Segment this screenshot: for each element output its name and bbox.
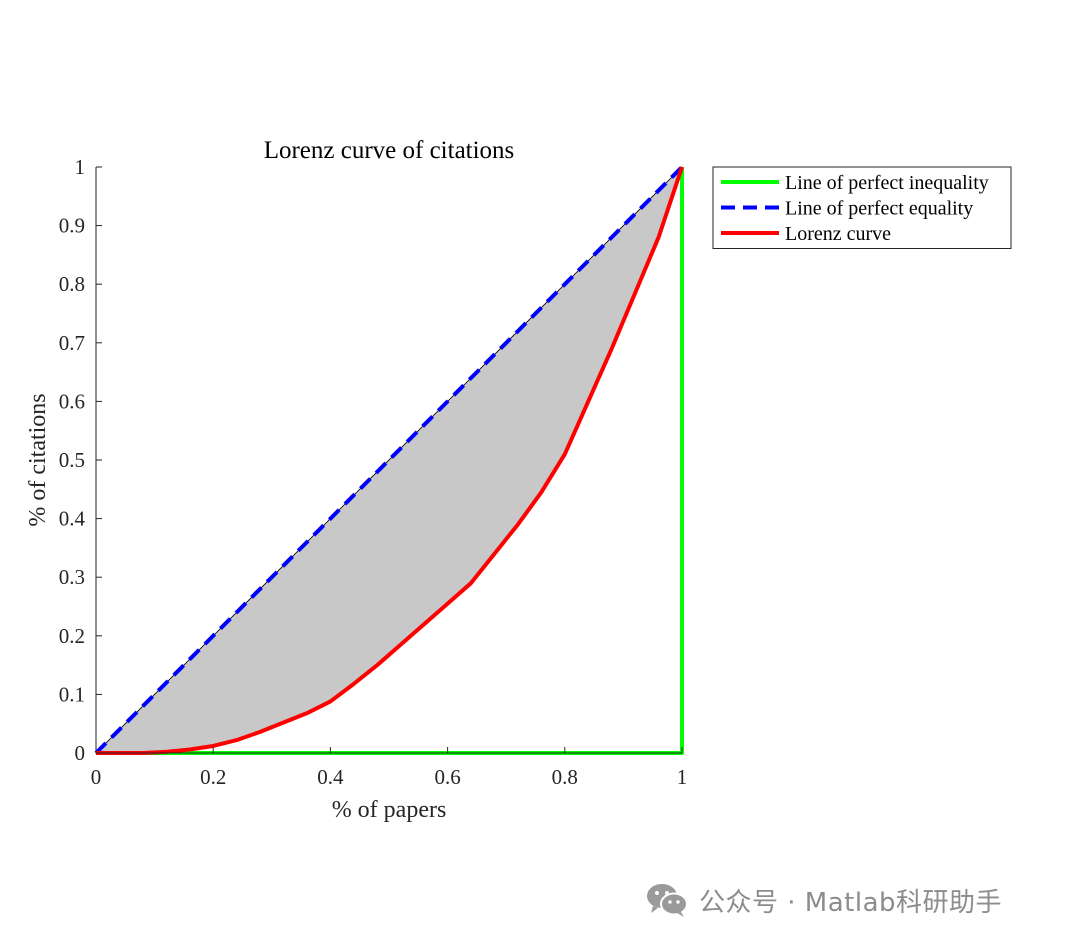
y-tick-label: 0 (75, 741, 86, 765)
watermark: 公众号 · Matlab科研助手 (645, 880, 1002, 920)
x-tick-label: 0 (91, 765, 102, 789)
y-tick-label: 0.8 (59, 272, 85, 296)
legend-label: Lorenz curve (785, 223, 891, 245)
wechat-icon (647, 884, 688, 917)
y-tick-label: 0.4 (59, 507, 86, 531)
y-tick-label: 1 (75, 155, 86, 179)
watermark-text: 公众号 · Matlab科研助手 (699, 887, 1003, 918)
x-tick-label: 1 (677, 765, 688, 789)
y-tick-label: 0.5 (59, 448, 85, 472)
plot-area (94, 165, 684, 755)
y-tick-label: 0.7 (59, 331, 85, 355)
legend: Line of perfect inequality Line of perfec… (712, 166, 1012, 249)
x-tick-label: 0.6 (434, 765, 460, 789)
y-tick-label: 0.9 (59, 214, 85, 238)
x-tick-label: 0.8 (552, 765, 578, 789)
y-tick-label: 0.6 (59, 389, 85, 413)
legend-label: Line of perfect inequality (785, 172, 989, 194)
series-line-line-of-perfect-equality (94, 165, 684, 755)
series-line-lorenz-curve (96, 166, 684, 755)
legend-label: Line of perfect equality (785, 198, 973, 220)
x-tick-label: 0.4 (317, 765, 344, 789)
y-tick-label: 0.1 (59, 682, 85, 706)
y-tick-label: 0.3 (59, 565, 85, 589)
chart-title: Lorenz curve of citations (264, 137, 515, 164)
axes: 0 0.1 0.2 0.3 0.4 0.5 0.6 0.7 0.8 0.9 1 0 0.2 0.4 0.6 0… (59, 155, 688, 789)
x-axis-title: % of papers (332, 797, 447, 823)
y-axis-title: % of citations (25, 393, 51, 526)
y-tick-label: 0.2 (59, 624, 85, 648)
x-tick-label: 0.2 (200, 765, 226, 789)
